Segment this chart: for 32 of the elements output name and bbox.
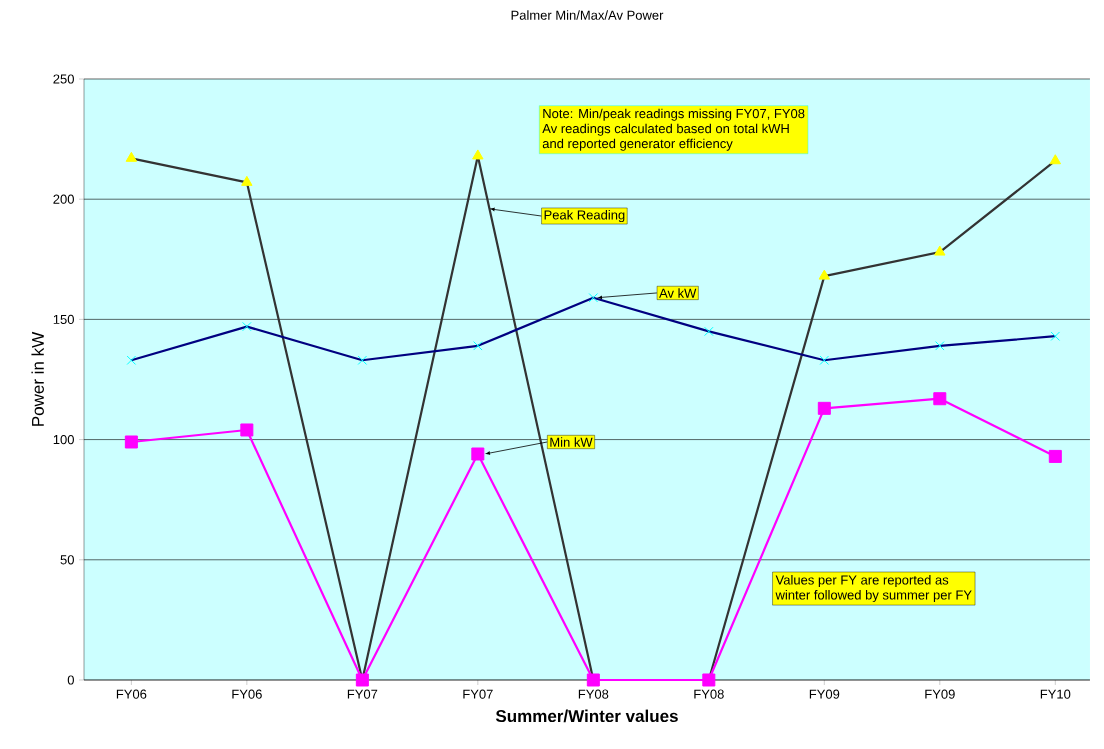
point (933, 392, 947, 406)
annotation: Av readings calculated based on total kWH (542, 123, 789, 136)
x-tick-label: FY07 (463, 689, 493, 699)
x-tick-label: FY06 (232, 689, 262, 699)
x-tick-label: FY08 (694, 689, 724, 699)
x-tick-label: FY07 (347, 689, 378, 699)
point (240, 423, 254, 437)
x-tick-label: FY09 (809, 689, 840, 699)
y-tick-label: 0 (67, 675, 74, 685)
point (817, 401, 831, 415)
x-axis-title: Summer/Winter values (495, 709, 678, 723)
annotation: Values per FY are reported as (775, 575, 949, 588)
annotation: and reported generator efficiency (542, 138, 733, 151)
point (124, 435, 138, 449)
annotation: Note: Min/peak readings missing FY07, FY08 (543, 108, 805, 121)
y-tick-label: 50 (60, 555, 74, 565)
text: Min kW (550, 437, 593, 447)
y-tick-label: 150 (53, 314, 74, 324)
point (471, 447, 485, 461)
x-tick-label: FY08 (578, 689, 609, 699)
text: Peak Reading (544, 209, 625, 223)
y-axis-title: Power in kW (31, 331, 44, 426)
x-tick-label: FY06 (116, 689, 147, 699)
y-tick-label: 100 (53, 434, 74, 445)
y-tick-label: 250 (53, 74, 74, 84)
y-tick-label: 200 (53, 194, 74, 204)
x-tick-label: FY09 (925, 689, 955, 699)
annotation: winter followed by summer per FY (775, 590, 972, 603)
x-tick-label: FY10 (1040, 689, 1071, 699)
chart-title: Palmer Min/Max/Av Power (511, 10, 664, 20)
series-label: Av kW (659, 288, 697, 298)
point (1048, 449, 1062, 463)
